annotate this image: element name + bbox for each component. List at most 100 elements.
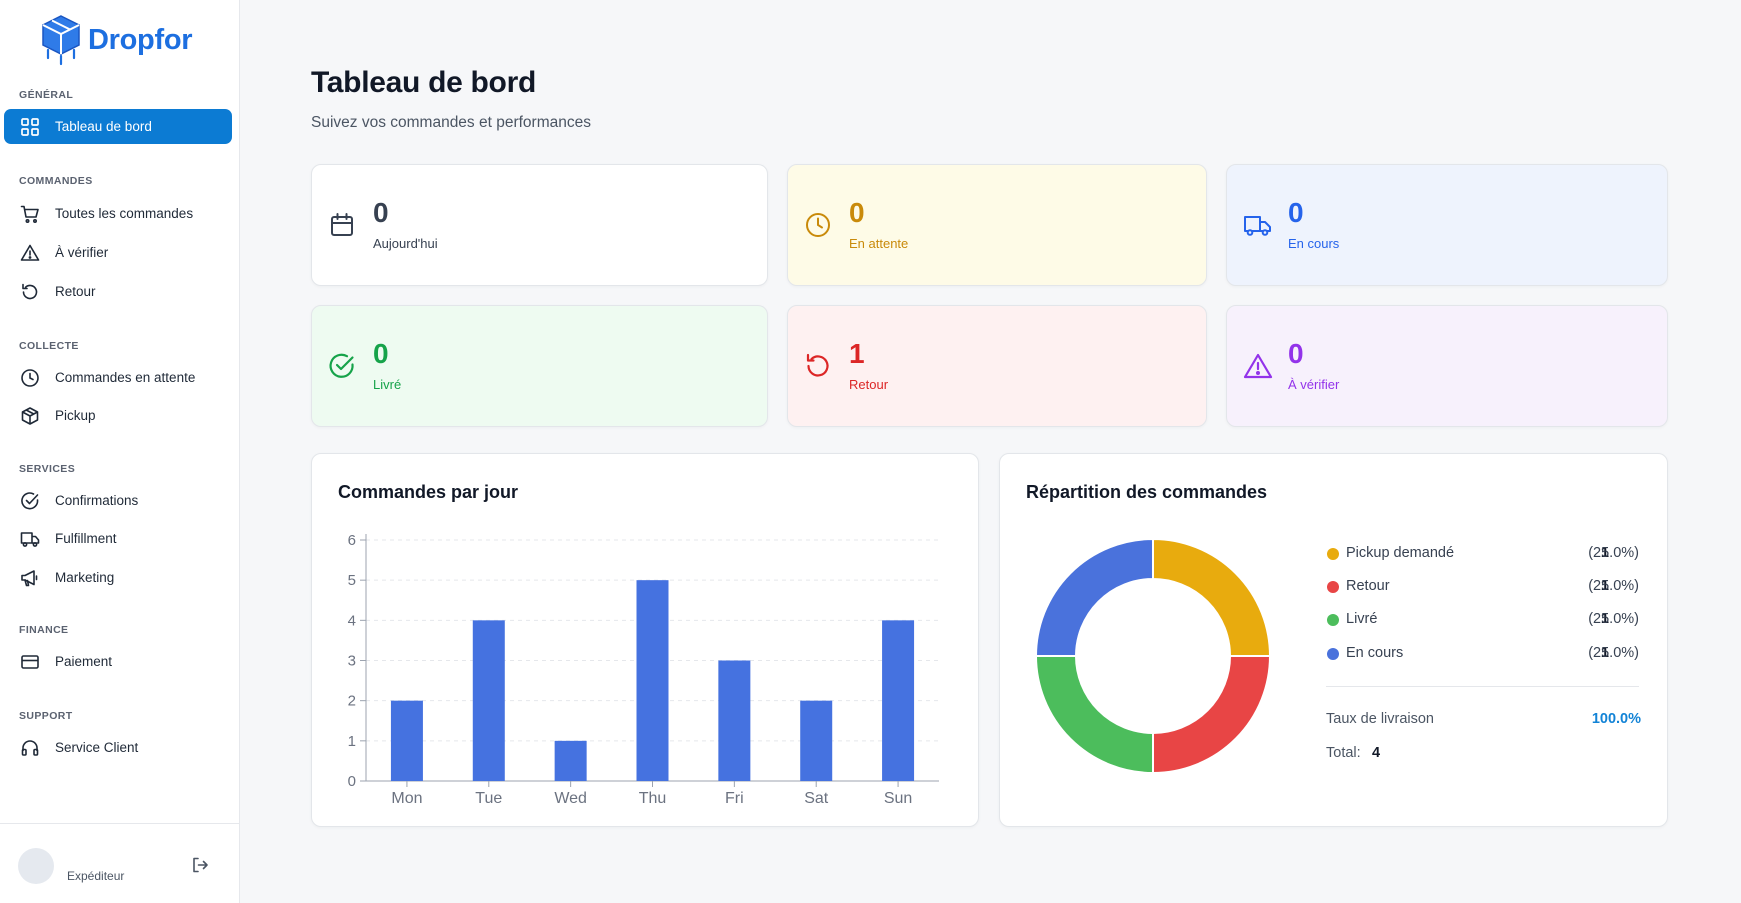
stat-value: 0: [1288, 197, 1304, 228]
stat-value: 0: [373, 338, 389, 369]
legend-dot: [1327, 614, 1339, 626]
x-tick-label: Sat: [804, 790, 829, 807]
y-tick-label: 6: [348, 532, 356, 549]
bar: [718, 660, 751, 781]
y-tick-label: 3: [348, 653, 356, 670]
package-icon: [21, 406, 39, 425]
sidebar-item-marketing[interactable]: Marketing: [4, 560, 232, 595]
sidebar-item-label: Fulfillment: [55, 531, 117, 546]
divider: [1326, 686, 1639, 687]
sidebar-item-commandes-en-attente[interactable]: Commandes en attente: [4, 360, 232, 395]
total-value: 4: [1372, 745, 1381, 761]
section-label-support: SUPPORT: [19, 710, 73, 722]
sidebar-item-label: Confirmations: [55, 493, 139, 508]
page-subtitle: Suivez vos commandes et performances: [311, 114, 591, 131]
sidebar-item-confirmations[interactable]: Confirmations: [4, 483, 232, 518]
avatar[interactable]: [18, 848, 54, 884]
sidebar-item-retour[interactable]: Retour: [4, 274, 232, 309]
bar: [472, 620, 505, 781]
sidebar-item-fulfillment[interactable]: Fulfillment: [4, 521, 232, 556]
sidebar-item-label: Service Client: [55, 740, 139, 755]
orders-breakdown-panel: Répartition des commandes Pickup demandé…: [999, 453, 1668, 827]
legend-count: 1: [1600, 545, 1609, 561]
y-tick-label: 2: [348, 693, 356, 710]
stat-label: En cours: [1288, 236, 1340, 251]
stat-card-en-attente[interactable]: 0 En attente: [787, 164, 1207, 286]
sidebar-item-pickup[interactable]: Pickup: [4, 398, 232, 433]
stat-card-en-cours[interactable]: 0 En cours: [1226, 164, 1668, 286]
legend-percent: (25.0%): [1588, 578, 1639, 594]
legend-percent: (25.0%): [1588, 645, 1639, 661]
sidebar-item-a-verifier[interactable]: À vérifier: [4, 235, 232, 270]
sidebar-item-label: Paiement: [55, 654, 113, 669]
stat-label: Livré: [373, 377, 402, 392]
legend-percent: (25.0%): [1588, 611, 1639, 627]
x-tick-label: Mon: [391, 790, 422, 807]
undo-icon: [22, 283, 38, 299]
stat-card-retour[interactable]: 1 Retour: [787, 305, 1207, 427]
x-tick-label: Tue: [475, 790, 502, 807]
legend-row: En cours 1 (25.0%): [1326, 644, 1639, 664]
legend-dot: [1327, 648, 1339, 660]
truck-icon: [1244, 216, 1271, 236]
stat-label: À vérifier: [1288, 377, 1340, 392]
y-tick-label: 4: [348, 612, 356, 629]
legend-percent: (25.0%): [1588, 545, 1639, 561]
legend-row: Livré 1 (25.0%): [1326, 610, 1639, 630]
stat-card-livre[interactable]: 0 Livré: [311, 305, 768, 427]
sidebar: Dropfor GÉNÉRAL Tableau de bord COMMANDE…: [0, 0, 240, 903]
legend-row: Pickup demandé 1 (25.0%): [1326, 544, 1639, 564]
sidebar-item-paiement[interactable]: Paiement: [4, 644, 232, 679]
credit-card-icon: [21, 654, 39, 669]
stat-value: 0: [1288, 338, 1304, 369]
brand-name: Dropfor: [88, 23, 193, 56]
panel-title: Commandes par jour: [338, 482, 519, 502]
section-label-collecte: COLLECTE: [19, 340, 79, 352]
section-label-finance: FINANCE: [19, 624, 69, 636]
legend-name: Livré: [1346, 611, 1378, 627]
sidebar-item-label: Retour: [55, 284, 96, 299]
bar: [554, 740, 587, 781]
stat-label: Retour: [849, 377, 889, 392]
cart-icon: [20, 205, 39, 223]
grid-icon: [21, 117, 39, 136]
section-label-services: SERVICES: [19, 463, 76, 475]
y-tick-label: 1: [348, 733, 356, 750]
legend-count: 1: [1600, 578, 1609, 594]
donut-slice: [1034, 655, 1154, 775]
sidebar-item-label: Toutes les commandes: [55, 206, 194, 221]
delivery-rate-value: 100.0%: [1591, 711, 1641, 727]
legend-count: 1: [1600, 645, 1609, 661]
sidebar-item-service-client[interactable]: Service Client: [4, 730, 232, 765]
stat-value: 1: [849, 338, 865, 369]
stat-value: 0: [849, 197, 865, 228]
stat-card-a-verifier[interactable]: 0 À vérifier: [1226, 305, 1668, 427]
sidebar-item-label: Marketing: [55, 570, 115, 585]
sidebar-item-label: Commandes en attente: [55, 370, 196, 385]
orders-per-day-chart: 0 1 2 3 4 5 6 Mon Tue Wed Thu Fri Sat Sun: [348, 532, 939, 807]
stat-label: Aujourd'hui: [373, 236, 438, 251]
bar: [882, 620, 915, 781]
brand-logo[interactable]: Dropfor: [40, 14, 193, 66]
sidebar-item-tableau-de-bord[interactable]: Tableau de bord: [4, 109, 232, 144]
legend-name: Pickup demandé: [1346, 545, 1455, 561]
clock-icon: [21, 368, 39, 387]
logout-icon[interactable]: [191, 856, 209, 874]
clock-icon: [806, 213, 830, 237]
orders-per-day-panel: Commandes par jour 0 1 2 3 4 5 6 Mon Tue Wed Thu Fr…: [311, 453, 979, 827]
legend-name: En cours: [1346, 645, 1404, 661]
box-logo-icon: [42, 15, 80, 66]
sidebar-item-label: Pickup: [55, 408, 96, 423]
sidebar-item-label: À vérifier: [55, 245, 109, 260]
legend-dot: [1327, 581, 1339, 593]
legend-row: Retour 1 (25.0%): [1326, 577, 1639, 597]
stat-card-aujourdhui[interactable]: 0 Aujourd'hui: [311, 164, 768, 286]
stat-label: En attente: [849, 236, 909, 251]
legend-count: 1: [1600, 611, 1609, 627]
section-label-commandes: COMMANDES: [19, 175, 93, 187]
undo-icon: [806, 353, 829, 377]
page-title: Tableau de bord: [311, 66, 536, 99]
calendar-icon: [331, 213, 353, 236]
donut-slice: [1034, 537, 1154, 657]
sidebar-item-toutes-les-commandes[interactable]: Toutes les commandes: [4, 196, 232, 231]
